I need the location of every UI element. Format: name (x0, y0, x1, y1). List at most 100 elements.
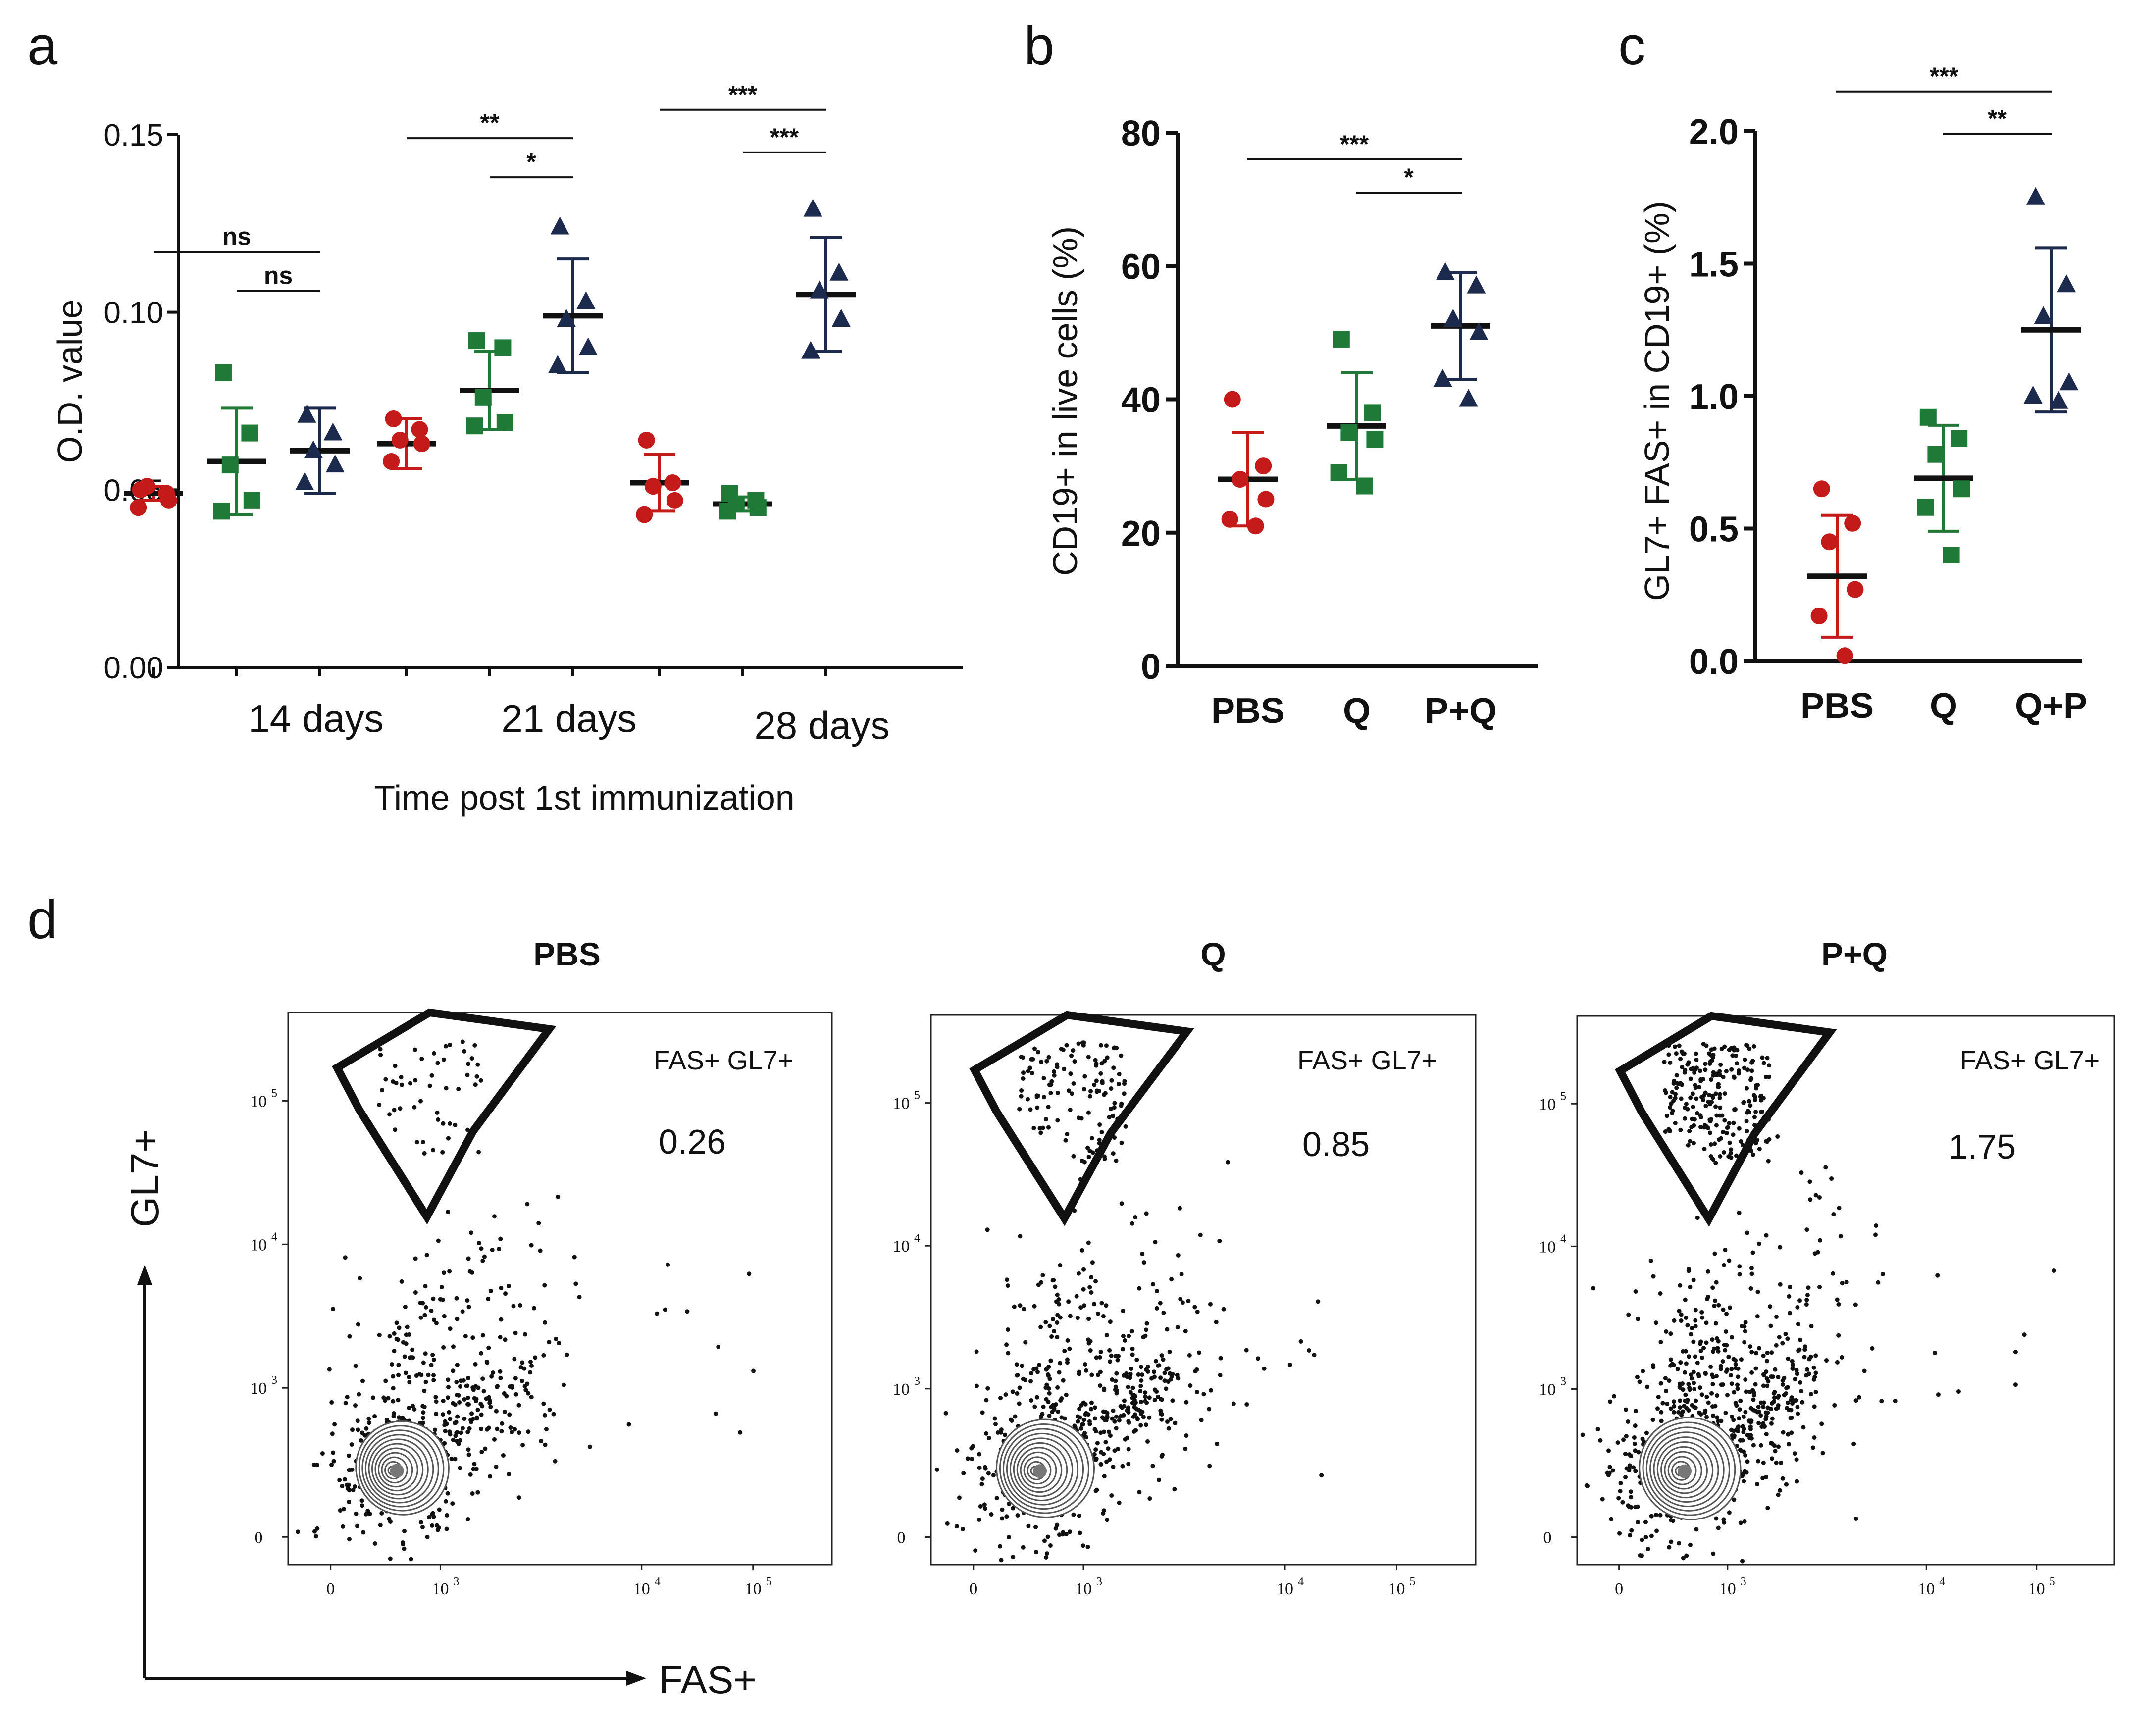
flow-event-dot (1192, 1305, 1197, 1310)
flow-event-dot (1194, 1367, 1199, 1372)
data-point (221, 456, 239, 474)
flow-event-dot (1710, 1337, 1715, 1342)
flow-event-dot (1017, 1107, 1022, 1112)
flow-event-dot (1755, 1314, 1760, 1319)
flow-event-dot (329, 1462, 334, 1467)
flow-event-dot (1094, 1078, 1099, 1083)
flow-event-dot (378, 1053, 383, 1058)
flow-event-dot (1713, 1091, 1718, 1096)
x-category-label: Q (1343, 691, 1371, 731)
flow-event-dot (2013, 1350, 2018, 1355)
flow-event-dot (955, 1448, 960, 1453)
flow-event-dot (435, 1110, 440, 1115)
flow-event-dot (480, 1333, 485, 1338)
flow-event-dot (1028, 1379, 1033, 1384)
flow-event-dot (495, 1426, 500, 1431)
flow-event-dot (1055, 1335, 1060, 1340)
flow-event-dot (1723, 1247, 1728, 1252)
flow-event-dot (1121, 1309, 1126, 1314)
flow-event-dot (1666, 1127, 1671, 1132)
flow-event-dot (1056, 1409, 1061, 1414)
flow-event-dot (1677, 1309, 1682, 1314)
flow-event-dot (1836, 1302, 1841, 1307)
flow-event-dot (497, 1246, 502, 1251)
flow-event-dot (1677, 1043, 1682, 1048)
flow-event-dot (1113, 1354, 1118, 1359)
flow-event-dot (435, 1061, 440, 1065)
flow-event-dot (1298, 1339, 1303, 1344)
flow-x-tick-label: 10 (1719, 1580, 1736, 1598)
flow-event-dot (412, 1407, 417, 1412)
flow-event-dot (1679, 1318, 1684, 1323)
flow-event-dot (1150, 1464, 1155, 1469)
flow-event-dot (425, 1534, 430, 1539)
flow-event-dot (347, 1499, 352, 1504)
flow-event-dot (1154, 1289, 1159, 1294)
flow-event-dot (1817, 1238, 1822, 1243)
flow-event-dot (1175, 1325, 1180, 1330)
flow-event-dot (443, 1044, 448, 1049)
flow-event-dot (1761, 1400, 1766, 1405)
flow-event-dot (401, 1340, 406, 1345)
flow-event-dot (1716, 1525, 1721, 1530)
flow-event-dot (1839, 1355, 1844, 1360)
flow-event-dot (431, 1357, 436, 1362)
data-point (1330, 464, 1347, 481)
flow-event-dot (1090, 1260, 1095, 1265)
flow-event-dot (499, 1285, 504, 1290)
flow-event-dot (1749, 1068, 1754, 1073)
flow-event-dot (476, 1150, 481, 1155)
flow-event-dot (460, 1426, 465, 1431)
flow-event-dot (1055, 1062, 1060, 1067)
flow-event-dot (542, 1283, 547, 1288)
flow-event-dot (1804, 1227, 1809, 1232)
flow-event-dot (413, 1078, 418, 1083)
flow-event-dot (349, 1442, 354, 1447)
flow-event-dot (1672, 1404, 1677, 1409)
flow-event-dot (1745, 1129, 1749, 1134)
flow-event-dot (1114, 1414, 1119, 1419)
flow-event-dot (419, 1372, 424, 1377)
flow-event-dot (1737, 1407, 1742, 1412)
data-point (638, 431, 655, 449)
contour-ring (1667, 1456, 1697, 1485)
flow-event-dot (517, 1303, 522, 1308)
data-point (664, 474, 681, 491)
flow-event-dot (543, 1442, 548, 1447)
flow-event-dot (469, 1411, 474, 1416)
flow-event-dot (1626, 1312, 1631, 1317)
flow-event-dot (1059, 1047, 1064, 1052)
flow-event-dot (451, 1344, 456, 1349)
flow-event-dot (1147, 1496, 1152, 1501)
flow-event-dot (1010, 1389, 1015, 1394)
flow-event-dot (1636, 1317, 1641, 1321)
flow-event-dot (442, 1314, 447, 1318)
flow-event-dot (420, 1301, 425, 1306)
flow-event-dot (1725, 1393, 1730, 1398)
flow-event-dot (1660, 1401, 1665, 1406)
contour-ring (1653, 1436, 1719, 1503)
flow-event-dot (387, 1334, 392, 1339)
flow-event-dot (1658, 1340, 1663, 1345)
flow-event-dot (1097, 1122, 1102, 1127)
flow-event-dot (1853, 1516, 1858, 1521)
flow-event-dot (1745, 1230, 1750, 1235)
flow-event-dot (447, 1410, 452, 1415)
flow-event-dot (547, 1340, 552, 1345)
flow-event-dot (1131, 1429, 1136, 1434)
flow-event-dot (1832, 1403, 1837, 1408)
flow-event-dot (1075, 1316, 1080, 1320)
flow-event-dot (1620, 1500, 1625, 1505)
flow-event-dot (1775, 1134, 1780, 1139)
flow-event-dot (1790, 1359, 1795, 1364)
contour-ring (1642, 1421, 1736, 1516)
flow-event-dot (1740, 1324, 1745, 1329)
flow-event-dot (1727, 1140, 1732, 1145)
data-point (2059, 372, 2079, 391)
flow-event-dot (1078, 1426, 1083, 1431)
flow-event-dot (492, 1437, 497, 1442)
flow-event-dot (965, 1456, 970, 1461)
flow-event-dot (1717, 1072, 1722, 1077)
